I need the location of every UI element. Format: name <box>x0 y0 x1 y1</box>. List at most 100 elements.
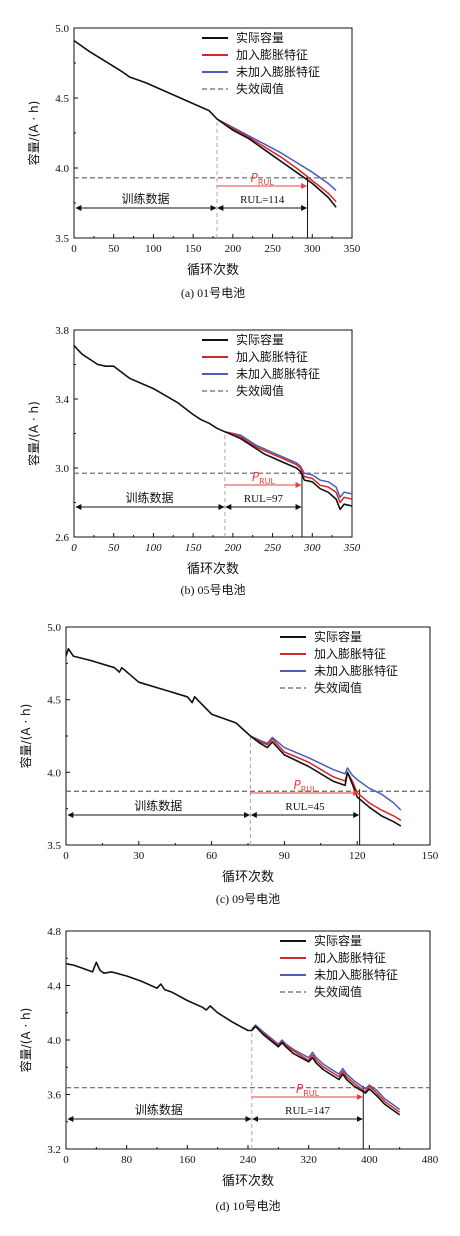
rul-label: RUL=45 <box>285 801 325 813</box>
p-rul-label: PRUL <box>251 171 275 187</box>
y-tick-label: 2.6 <box>55 532 69 544</box>
p-rul-main: P <box>293 778 301 792</box>
p-rul-sub: RUL <box>259 477 275 486</box>
series-line-1 <box>251 1025 401 1113</box>
x-tick-label: 0 <box>63 1154 69 1166</box>
series-line-0 <box>65 647 402 827</box>
y-tick-label: 4.0 <box>47 1035 61 1047</box>
x-tick-label: 200 <box>225 243 242 255</box>
x-tick-label: 160 <box>179 1154 196 1166</box>
p-rul-label: PRUL <box>296 1082 320 1098</box>
x-tick-label: 50 <box>108 542 120 554</box>
series-line-2 <box>224 431 353 499</box>
plot-frame <box>73 27 353 239</box>
legend-label-2: 未加入膨胀特征 <box>314 967 398 982</box>
series-line-0 <box>73 344 353 511</box>
x-tick-label: 60 <box>206 850 218 862</box>
x-tick-label: 100 <box>145 542 162 554</box>
x-axis-label: 循环次数 <box>222 869 274 885</box>
x-tick-label: 250 <box>264 243 281 255</box>
chart-panel-3: 0 80 160 240 320 400 480 3.2 3.6 4.0 4.4 4.8 容量/(A ·… <box>18 926 439 1213</box>
panel-caption: (b) 05号电池 <box>181 583 246 597</box>
p-rul-sub: RUL <box>258 178 274 187</box>
legend-label-3: 失效阈值 <box>236 383 284 398</box>
y-tick-label: 4.0 <box>47 767 61 779</box>
series-line-0 <box>65 961 401 1116</box>
y-axis-label: 容量/(A · h) <box>26 401 41 466</box>
x-axis-label: 循环次数 <box>222 1173 274 1189</box>
p-rul-main: P <box>251 171 259 185</box>
y-tick-label: 3.0 <box>55 463 69 475</box>
legend-label-1: 加入膨胀特征 <box>314 950 386 965</box>
y-tick-label: 4.4 <box>47 981 61 993</box>
legend-label-1: 加入膨胀特征 <box>236 349 308 364</box>
legend-label-2: 未加入膨胀特征 <box>314 663 398 678</box>
legend-label-2: 未加入膨胀特征 <box>236 64 320 79</box>
x-tick-label: 0 <box>71 243 77 255</box>
legend-label-3: 失效阈值 <box>314 680 362 695</box>
y-tick-label: 4.5 <box>55 93 69 105</box>
x-tick-label: 100 <box>145 243 162 255</box>
series-line-2 <box>251 1024 401 1111</box>
p-rul-main: P <box>252 470 260 484</box>
y-tick-label: 3.8 <box>55 325 69 337</box>
rul-label: RUL=97 <box>244 493 284 505</box>
x-tick-label: 320 <box>300 1154 317 1166</box>
y-tick-label: 3.5 <box>47 840 61 852</box>
panel-caption: (a) 01号电池 <box>181 286 245 300</box>
x-tick-label: 120 <box>349 850 366 862</box>
chart-panel-0: 0 50 100 150 200 250 300 350 3.5 4.0 4.5 5.0 容量/(A ·… <box>26 23 361 300</box>
legend-label-0: 实际容量 <box>236 332 284 347</box>
legend-label-3: 失效阈值 <box>236 81 284 96</box>
x-tick-label: 0 <box>71 542 77 554</box>
chart-panel-1: 0 50 100 150 200 250 300 350 2.6 3.0 3.4 3.8 容量/(A ·… <box>26 325 361 597</box>
train-data-label: 训练数据 <box>134 798 182 813</box>
series-line-2 <box>216 118 337 191</box>
x-tick-label: 250 <box>264 542 281 554</box>
x-tick-label: 80 <box>121 1154 133 1166</box>
rul-label: RUL=147 <box>285 1105 330 1117</box>
x-tick-label: 150 <box>422 850 439 862</box>
legend-label-0: 实际容量 <box>314 629 362 644</box>
x-tick-label: 0 <box>63 850 69 862</box>
train-data-label: 训练数据 <box>135 1102 183 1117</box>
legend-label-0: 实际容量 <box>236 30 284 45</box>
p-rul-main: P <box>296 1082 304 1096</box>
series-line-1 <box>250 735 402 821</box>
panel-caption: (d) 10号电池 <box>216 1199 281 1213</box>
x-tick-label: 350 <box>343 542 361 554</box>
rul-label: RUL=114 <box>240 194 285 206</box>
y-tick-label: 3.6 <box>47 1090 61 1102</box>
series-line-2 <box>250 735 402 811</box>
y-tick-label: 3.5 <box>55 233 69 245</box>
x-tick-label: 350 <box>344 243 361 255</box>
y-tick-label: 5.0 <box>47 622 61 634</box>
x-tick-label: 50 <box>108 243 120 255</box>
chart-panel-2: 0 30 60 90 120 150 3.5 4.0 4.5 5.0 容量/(A · h) 循环次数 (… <box>18 622 439 906</box>
y-tick-label: 3.4 <box>55 394 69 406</box>
series-line-1 <box>216 118 337 203</box>
y-axis-label: 容量/(A · h) <box>18 704 33 769</box>
x-axis-label: 循环次数 <box>187 561 239 577</box>
legend-label-1: 加入膨胀特征 <box>314 646 386 661</box>
y-tick-label: 4.8 <box>47 926 61 938</box>
series-line-1 <box>224 431 353 504</box>
train-data-label: 训练数据 <box>121 191 169 206</box>
x-tick-label: 300 <box>304 243 321 255</box>
panel-caption: (c) 09号电池 <box>216 892 280 906</box>
p-rul-label: PRUL <box>293 778 317 794</box>
x-tick-label: 150 <box>185 542 202 554</box>
legend-label-1: 加入膨胀特征 <box>236 47 308 62</box>
p-rul-label: PRUL <box>252 470 276 486</box>
x-tick-label: 200 <box>225 542 242 554</box>
x-tick-label: 400 <box>361 1154 378 1166</box>
p-rul-sub: RUL <box>301 785 317 794</box>
p-rul-sub: RUL <box>303 1089 319 1098</box>
x-axis-label: 循环次数 <box>187 262 239 278</box>
legend-label-2: 未加入膨胀特征 <box>236 366 320 381</box>
y-axis-label: 容量/(A · h) <box>26 101 41 166</box>
x-tick-label: 240 <box>240 1154 257 1166</box>
x-tick-label: 90 <box>279 850 291 862</box>
series-line-0 <box>73 39 337 208</box>
